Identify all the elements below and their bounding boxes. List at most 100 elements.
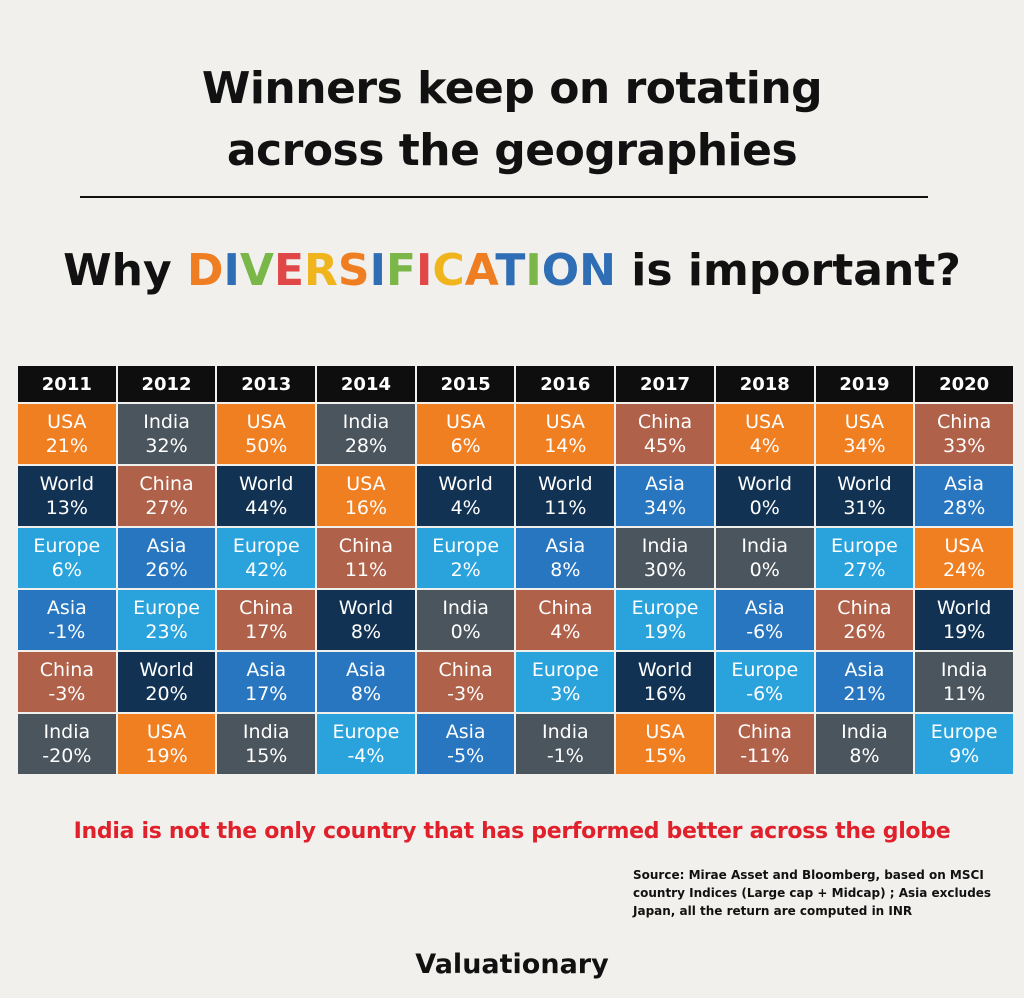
return-value: 16% [643,683,687,705]
highlight-letter: T [495,245,526,296]
region-label: Europe [33,535,101,557]
return-value: 21% [45,435,88,457]
return-value: 44% [245,497,288,519]
return-value: -3% [48,683,86,705]
year-header: 2016 [516,366,615,402]
return-value: 8% [849,745,880,767]
return-cell: Europe -4% [317,714,415,774]
region-label: USA [146,721,187,743]
year-header: 2020 [915,366,1013,402]
return-value: 9% [949,745,980,767]
return-value: 6% [51,559,82,581]
region-label: China [139,473,194,495]
return-cell: China -11% [715,714,814,774]
return-cell: Europe 6% [18,528,116,588]
source-note: Source: Mirae Asset and Bloomberg, based… [633,868,992,918]
return-cell: India 15% [217,714,316,774]
return-cell: USA 6% [416,404,515,464]
region-label: India [442,597,489,619]
return-cell: Asia 8% [317,652,415,712]
return-cell: World 0% [715,466,814,526]
return-value: 11% [544,497,587,519]
return-cell: USA 14% [516,404,615,464]
region-label: India [43,721,91,743]
return-cell: Asia 17% [217,652,316,712]
region-label: Asia [346,659,386,681]
return-value: 32% [145,435,188,457]
region-label: Asia [545,535,586,557]
region-label: China [39,659,94,681]
return-value: 15% [643,745,687,767]
region-label: Asia [246,659,287,681]
return-value: 27% [145,497,188,519]
region-label: World [338,597,394,619]
region-label: China [737,721,792,743]
return-cell: China -3% [18,652,116,712]
region-label: China [338,535,394,557]
return-value: 2% [450,559,481,581]
region-label: India [641,535,689,557]
return-cell: China 17% [217,590,316,650]
return-cell: Europe 42% [217,528,316,588]
region-label: Asia [944,473,985,495]
return-cell: India 11% [915,652,1013,712]
highlight-letter: I [416,245,433,296]
return-cell: India 32% [117,404,216,464]
region-label: USA [545,411,585,433]
highlight-letter: A [464,245,496,296]
region-label: USA [346,473,386,495]
return-value: 0% [749,497,780,519]
return-value: 28% [344,435,388,457]
return-cell: Europe 19% [616,590,714,650]
region-label: India [940,659,988,681]
return-cell: China 33% [915,404,1013,464]
return-cell: Europe -6% [715,652,814,712]
return-value: 13% [45,497,88,519]
region-label: Europe [432,535,500,557]
return-cell: China 11% [317,528,415,588]
return-cell: Europe 2% [416,528,515,588]
return-value: -20% [42,745,92,767]
return-value: -6% [746,683,784,705]
headline: Winners keep on rotating across the geog… [0,58,1024,182]
headline-line-2: across the geographies [226,125,798,176]
year-header: 2013 [217,366,316,402]
region-label: India [242,721,290,743]
region-label: China [239,597,294,619]
return-value: 8% [550,559,581,581]
region-label: Asia [744,597,785,619]
return-value: -6% [746,621,784,643]
return-value: 50% [245,435,288,457]
return-cell: Asia -6% [715,590,814,650]
return-value: 30% [643,559,687,581]
highlight-letter: R [304,245,338,296]
region-label: India [342,411,390,433]
region-label: India [143,411,190,433]
return-cell: Asia 34% [616,466,714,526]
return-value: 33% [943,435,986,457]
region-label: Asia [844,659,885,681]
subheadline-prefix: Why [63,245,187,296]
highlight-letter: D [186,245,224,296]
region-label: World [39,473,95,495]
return-value: 3% [550,683,581,705]
return-value: 42% [245,559,288,581]
return-cell: Europe 9% [915,714,1013,774]
return-cell: India 0% [715,528,814,588]
region-label: World [737,473,792,495]
return-value: 19% [643,621,687,643]
year-header: 2019 [815,366,914,402]
region-label: World [239,473,294,495]
return-cell: USA 24% [915,528,1013,588]
year-header: 2011 [18,366,116,402]
return-value: -3% [447,683,485,705]
return-value: 28% [943,497,986,519]
return-value: 45% [643,435,687,457]
return-value: 24% [943,559,986,581]
return-cell: India 0% [416,590,515,650]
region-label: China [438,659,493,681]
return-cell: USA 15% [616,714,714,774]
year-header: 2018 [715,366,814,402]
return-cell: Asia 21% [815,652,914,712]
return-cell: USA 21% [18,404,116,464]
